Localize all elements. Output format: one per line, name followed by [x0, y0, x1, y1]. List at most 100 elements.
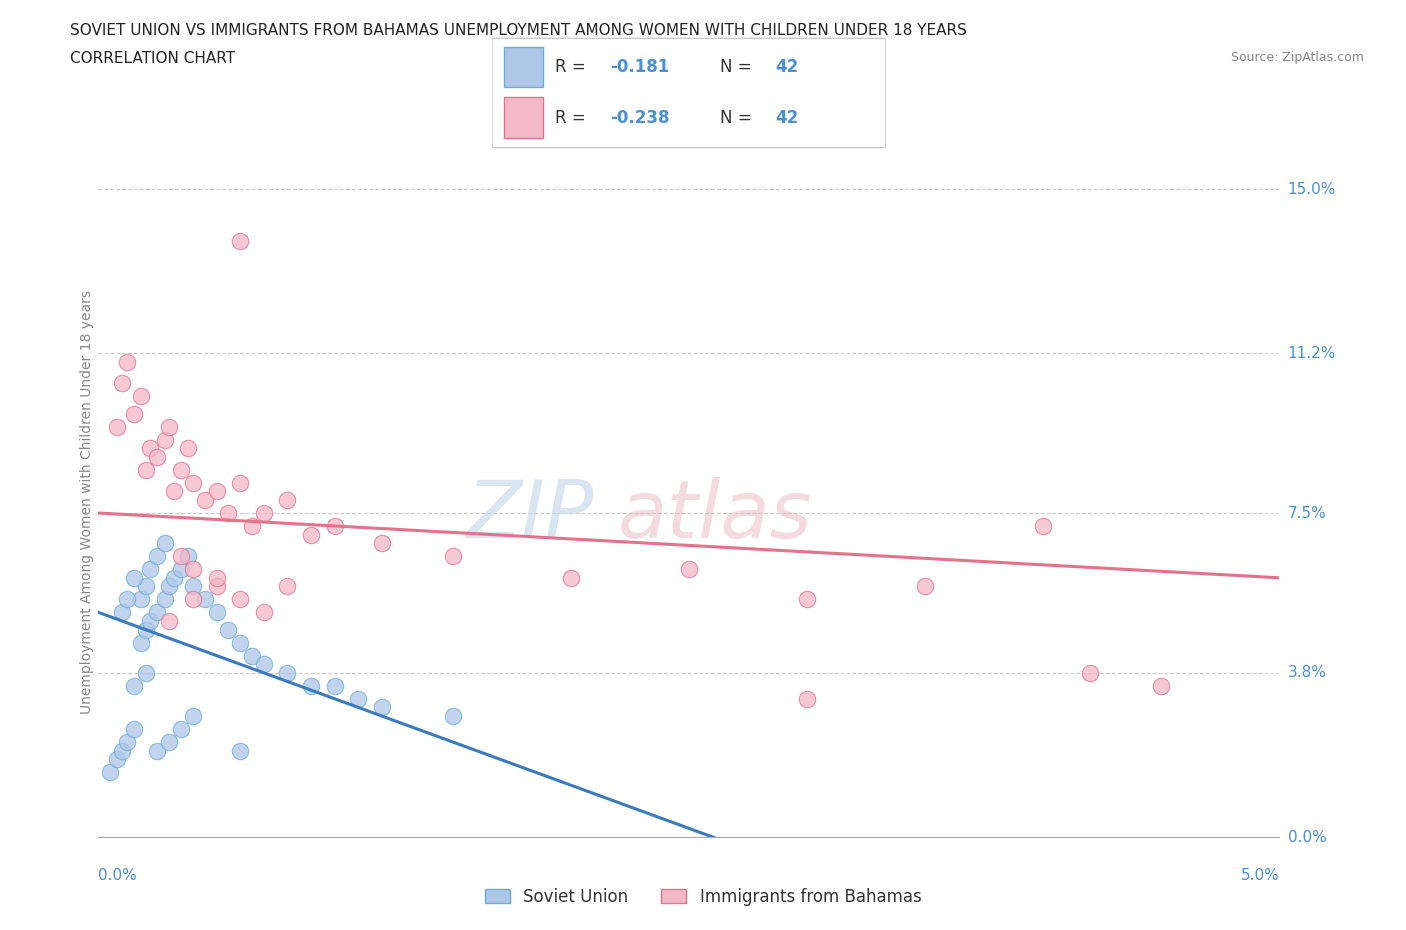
Text: 42: 42 [776, 109, 799, 126]
Text: SOVIET UNION VS IMMIGRANTS FROM BAHAMAS UNEMPLOYMENT AMONG WOMEN WITH CHILDREN U: SOVIET UNION VS IMMIGRANTS FROM BAHAMAS … [70, 23, 967, 38]
Text: atlas: atlas [619, 476, 813, 554]
Text: -0.181: -0.181 [610, 59, 669, 76]
Point [299, 678, 322, 693]
Text: 7.5%: 7.5% [1288, 506, 1326, 521]
Point [229, 743, 252, 758]
Point [153, 592, 176, 607]
Point [163, 570, 186, 585]
Point [205, 570, 228, 585]
Text: 11.2%: 11.2% [1288, 346, 1336, 361]
Point [1032, 519, 1054, 534]
Point [115, 592, 138, 607]
Text: 0.0%: 0.0% [1288, 830, 1326, 844]
Point [276, 579, 298, 594]
Point [560, 570, 582, 585]
Point [1080, 665, 1102, 680]
Text: R =: R = [555, 59, 591, 76]
Point [170, 549, 193, 564]
Point [157, 614, 180, 629]
Point [441, 549, 464, 564]
Point [796, 592, 818, 607]
Point [253, 657, 276, 671]
Point [170, 722, 193, 737]
Point [371, 700, 394, 715]
Point [153, 432, 176, 447]
Point [105, 419, 128, 434]
Point [135, 622, 157, 637]
Point [181, 709, 204, 724]
Point [122, 722, 145, 737]
Point [796, 691, 818, 706]
Point [229, 635, 252, 650]
Text: 5.0%: 5.0% [1240, 868, 1279, 883]
Point [276, 493, 298, 508]
Point [253, 604, 276, 619]
Point [347, 691, 370, 706]
Point [914, 579, 936, 594]
Legend: Soviet Union, Immigrants from Bahamas: Soviet Union, Immigrants from Bahamas [478, 881, 928, 912]
Point [181, 592, 204, 607]
Point [177, 441, 200, 456]
Text: 0.0%: 0.0% [98, 868, 138, 883]
Point [253, 506, 276, 521]
Point [122, 678, 145, 693]
Point [217, 506, 239, 521]
Point [122, 570, 145, 585]
Point [153, 536, 176, 551]
Point [135, 579, 157, 594]
Point [181, 475, 204, 490]
Point [146, 549, 169, 564]
Text: 15.0%: 15.0% [1288, 181, 1336, 196]
Point [441, 709, 464, 724]
Point [111, 743, 134, 758]
Point [229, 233, 252, 248]
Point [157, 735, 180, 750]
Point [111, 376, 134, 391]
Point [299, 527, 322, 542]
Bar [503, 98, 543, 138]
Point [323, 678, 346, 693]
Point [129, 635, 152, 650]
Text: CORRELATION CHART: CORRELATION CHART [70, 51, 235, 66]
Point [170, 562, 193, 577]
Point [111, 604, 134, 619]
Text: N =: N = [720, 59, 758, 76]
Point [146, 604, 169, 619]
Point [1150, 678, 1173, 693]
Point [240, 519, 263, 534]
Point [205, 484, 228, 498]
Point [146, 743, 169, 758]
Point [170, 462, 193, 477]
Text: 42: 42 [776, 59, 799, 76]
Point [194, 493, 217, 508]
Point [217, 622, 239, 637]
Point [129, 592, 152, 607]
Point [115, 354, 138, 369]
Point [276, 665, 298, 680]
Point [177, 549, 200, 564]
Point [98, 764, 121, 779]
Point [135, 462, 157, 477]
Point [139, 614, 162, 629]
Point [194, 592, 217, 607]
Point [229, 592, 252, 607]
Point [181, 562, 204, 577]
Text: -0.238: -0.238 [610, 109, 669, 126]
Point [157, 419, 180, 434]
Point [115, 735, 138, 750]
Text: ZIP: ZIP [467, 476, 595, 554]
Point [129, 389, 152, 404]
Point [105, 751, 128, 766]
Point [181, 579, 204, 594]
Point [139, 562, 162, 577]
Point [323, 519, 346, 534]
Point [678, 562, 700, 577]
Point [229, 475, 252, 490]
Point [371, 536, 394, 551]
Text: R =: R = [555, 109, 591, 126]
Text: N =: N = [720, 109, 758, 126]
Point [163, 484, 186, 498]
Point [157, 579, 180, 594]
Y-axis label: Unemployment Among Women with Children Under 18 years: Unemployment Among Women with Children U… [80, 290, 94, 714]
Point [205, 579, 228, 594]
